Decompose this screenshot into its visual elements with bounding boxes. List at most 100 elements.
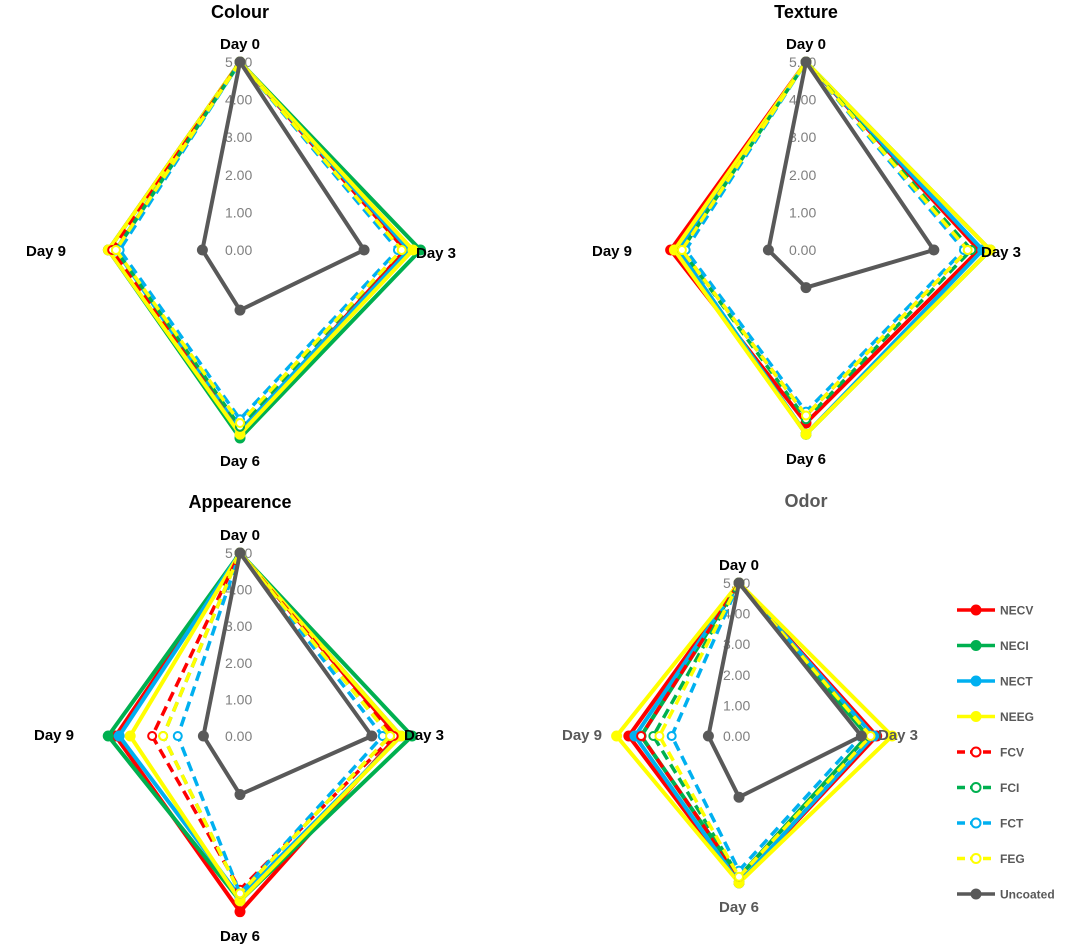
series-line-fct (117, 60, 400, 421)
data-point-neeg (407, 244, 419, 256)
tick-label: 2.00 (225, 167, 252, 183)
series-line-neci (676, 60, 993, 437)
series-line-neeg (672, 60, 993, 437)
series-line-neci (106, 60, 423, 440)
data-point-uncoated (762, 244, 774, 256)
data-point-fcv (147, 731, 158, 741)
axis-label-day-3: Day 3 (404, 727, 444, 744)
series-line-feg (657, 581, 873, 879)
legend-label-neci: NECI (1000, 639, 1029, 653)
legend: NECV NECI NECT NEEG FCV FCI FCT FEG Uncoated (957, 604, 1055, 902)
tick-label: 0.00 (723, 728, 750, 744)
axis-label-day-0: Day 0 (719, 557, 759, 574)
series-line-fct (176, 551, 385, 896)
tick-label: 3.00 (789, 129, 816, 145)
data-point-uncoated (366, 730, 378, 742)
data-point-feg (385, 731, 396, 741)
data-point-uncoated (800, 282, 812, 294)
axis-label-day-0: Day 0 (220, 36, 260, 53)
tick-label: 1.00 (789, 204, 816, 220)
legend-marker-fcv (970, 746, 982, 758)
data-point-neeg (800, 428, 812, 440)
legend-marker-nect (970, 675, 982, 687)
series-line-feg (680, 60, 970, 418)
data-point-feg (801, 410, 811, 421)
tick-label: 3.00 (723, 636, 750, 652)
axis-label-day-3: Day 3 (981, 244, 1021, 261)
data-point-uncoated (234, 304, 246, 316)
legend-marker-neeg (970, 711, 982, 722)
series-line-fct (683, 60, 966, 414)
data-point-fcv (636, 731, 647, 741)
data-point-uncoated (733, 791, 745, 803)
data-point-feg (110, 245, 121, 255)
tick-label: 1.00 (225, 691, 252, 707)
data-point-nect (113, 730, 125, 742)
data-point-neeg (124, 730, 136, 742)
data-point-feg (235, 888, 245, 899)
data-point-uncoated (197, 730, 209, 742)
tick-label: 0.00 (789, 242, 816, 258)
series-line-necv (626, 581, 879, 885)
data-point-uncoated (234, 547, 246, 559)
axis-label-day-9: Day 9 (592, 243, 632, 260)
tick-label: 0.00 (225, 728, 252, 744)
axis-label-day-6: Day 6 (220, 453, 260, 470)
chart-title: Colour (211, 2, 269, 22)
data-point-feg (734, 871, 744, 882)
chart-title: Odor (785, 491, 828, 511)
legend-marker-fct (970, 817, 982, 829)
axis-label-day-9: Day 9 (562, 727, 602, 744)
tick-label: 4.00 (723, 606, 750, 622)
data-point-feg (654, 731, 665, 741)
axis-label-day-6: Day 6 (220, 928, 260, 945)
tick-label: 1.00 (225, 204, 252, 220)
legend-marker-uncoated (970, 888, 982, 900)
data-point-neeg (984, 244, 996, 256)
data-point-uncoated (702, 730, 714, 742)
axis-label-day-3: Day 3 (416, 245, 456, 262)
legend-label-necv: NECV (1000, 604, 1033, 618)
tick-label: 2.00 (225, 655, 252, 671)
tick-label: 1.00 (723, 697, 750, 713)
data-point-fct (666, 731, 677, 741)
data-point-feg (158, 731, 169, 741)
data-point-uncoated (733, 577, 745, 589)
tick-label: 2.00 (789, 167, 816, 183)
series-line-neeg (128, 551, 403, 903)
axis-label-day-9: Day 9 (34, 727, 74, 744)
data-point-feg (235, 417, 245, 428)
data-point-neeg (886, 730, 898, 742)
series-line-fci (651, 581, 870, 879)
tick-label: 4.00 (225, 92, 252, 108)
legend-marker-fci (970, 782, 982, 793)
data-point-feg (396, 245, 407, 255)
legend-marker-neci (970, 640, 982, 651)
series-line-necv (668, 60, 981, 425)
data-point-necv (234, 906, 246, 918)
legend-label-fci: FCI (1000, 781, 1019, 795)
chart-title: Texture (774, 2, 838, 22)
data-point-uncoated (234, 789, 246, 801)
data-point-uncoated (234, 56, 246, 68)
data-point-uncoated (196, 244, 208, 256)
axis-label-day-0: Day 0 (220, 527, 260, 544)
data-point-feg (676, 245, 687, 255)
tick-label: 4.00 (789, 92, 816, 108)
legend-label-fct: FCT (1000, 817, 1024, 831)
data-point-uncoated (855, 730, 867, 742)
axis-label-day-6: Day 6 (719, 899, 759, 916)
tick-label: 3.00 (225, 129, 252, 145)
legend-label-feg: FEG (1000, 852, 1025, 866)
data-point-neci (406, 730, 418, 742)
legend-label-fcv: FCV (1000, 746, 1024, 760)
data-point-neeg (611, 730, 623, 742)
axis-label-day-6: Day 6 (786, 451, 826, 468)
data-point-fct (172, 731, 183, 741)
tick-label: 2.00 (723, 667, 750, 683)
legend-marker-necv (970, 604, 982, 616)
data-point-feg (962, 245, 973, 255)
